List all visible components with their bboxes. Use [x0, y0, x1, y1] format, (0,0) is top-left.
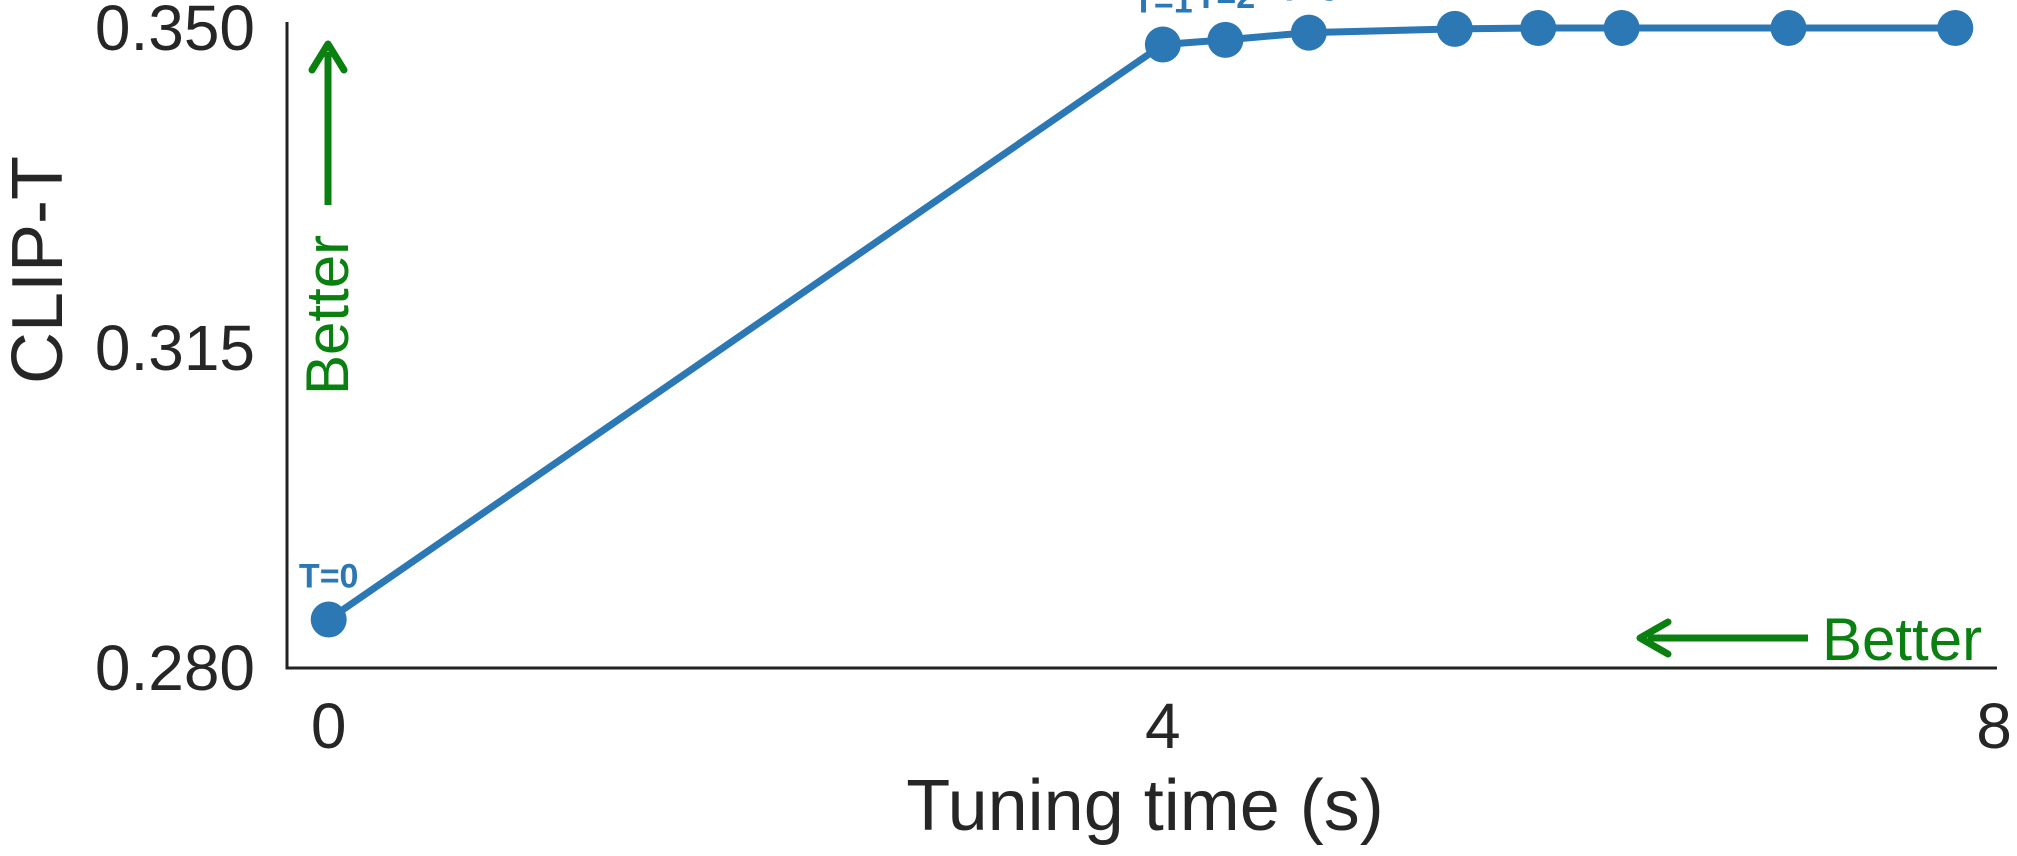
series-line: [326, 24, 1956, 623]
x-tick-label: 8: [1976, 690, 2012, 762]
x-axis-title: Tuning time (s): [906, 766, 1383, 846]
better-left-label: Better: [1822, 606, 1982, 673]
better-left-arrowhead-icon: [1636, 618, 1672, 658]
y-tick-label: 0.280: [95, 632, 255, 704]
data-point-label: T=6: [1592, 0, 1652, 4]
x-axis-ticks: 0 4 8: [311, 690, 2012, 762]
data-point: [1603, 10, 1640, 46]
data-point: [310, 601, 347, 638]
series-layer: T=0 T=1T=2 T=3 T=4 T=5 T=6 T=7 T=8: [299, 0, 1985, 638]
data-point: [1937, 10, 1974, 46]
y-axis-title: CLIP-T: [0, 156, 78, 384]
y-tick-label: 0.315: [95, 312, 255, 384]
x-tick-label: 4: [1145, 690, 1181, 762]
data-point: [1436, 10, 1473, 47]
data-point-label: T=0: [299, 558, 359, 596]
data-point: [1207, 21, 1244, 58]
y-axis-ticks: 0.280 0.315 0.350: [95, 0, 255, 704]
better-up-arrowhead-icon: [308, 40, 348, 74]
better-up-label: Better: [294, 235, 361, 395]
data-point-label: T=2: [1196, 0, 1256, 16]
y-tick-label: 0.350: [95, 0, 255, 64]
data-point-label: T=5: [1508, 0, 1568, 4]
data-point: [1144, 26, 1181, 63]
data-point-label: T=4: [1425, 0, 1485, 5]
better-left-annotation: Better: [1636, 606, 1982, 673]
data-point: [1520, 10, 1557, 46]
data-point-label: T=8: [1926, 0, 1986, 4]
data-point: [1770, 10, 1807, 46]
data-point-label: T=1: [1133, 0, 1193, 20]
data-point: [1290, 14, 1327, 51]
better-up-annotation: Better: [294, 40, 361, 395]
data-point-label: T=3: [1279, 0, 1339, 9]
data-point-label: T=7: [1759, 0, 1819, 4]
x-tick-label: 0: [311, 690, 347, 762]
